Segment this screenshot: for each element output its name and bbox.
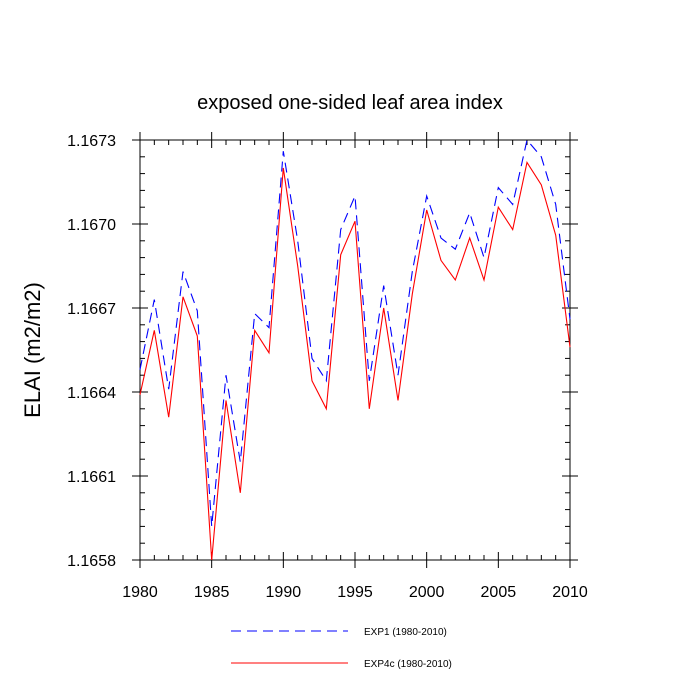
y-tick-label: 1.1661 <box>67 469 116 486</box>
series-line-2 <box>139 160 571 561</box>
x-tick-label: 2010 <box>552 584 588 601</box>
legend: EXP1 (1980-2010) EXP4c (1980-2010) <box>231 627 452 670</box>
y-tick-label: 1.1658 <box>67 553 116 570</box>
x-tick-label: 2000 <box>409 584 445 601</box>
y-axis-label: ELAI (m2/m2) <box>20 282 45 418</box>
y-tick-label: 1.1673 <box>67 133 116 150</box>
x-tick-label: 1995 <box>337 584 373 601</box>
series-lines <box>139 138 571 561</box>
y-tick-label: 1.1670 <box>67 217 116 234</box>
y-tick-labels: 1.1658 1.1661 1.1664 1.1667 1.1670 1.1673 <box>67 133 116 570</box>
x-tick-label: 1985 <box>194 584 230 601</box>
major-ticks <box>132 132 578 568</box>
x-tick-label: 1990 <box>266 584 302 601</box>
minor-ticks <box>140 140 570 560</box>
legend-label-2: EXP4c (1980-2010) <box>364 659 452 670</box>
x-tick-label: 2005 <box>481 584 517 601</box>
chart-title: exposed one-sided leaf area index <box>197 92 503 114</box>
x-tick-label: 1980 <box>122 584 158 601</box>
x-tick-labels: 1980 1985 1990 1995 2000 2005 2010 <box>122 584 588 601</box>
y-tick-label: 1.1664 <box>67 385 116 402</box>
y-tick-label: 1.1667 <box>67 301 116 318</box>
legend-label-1: EXP1 (1980-2010) <box>364 627 447 638</box>
series-line-1 <box>139 138 571 527</box>
